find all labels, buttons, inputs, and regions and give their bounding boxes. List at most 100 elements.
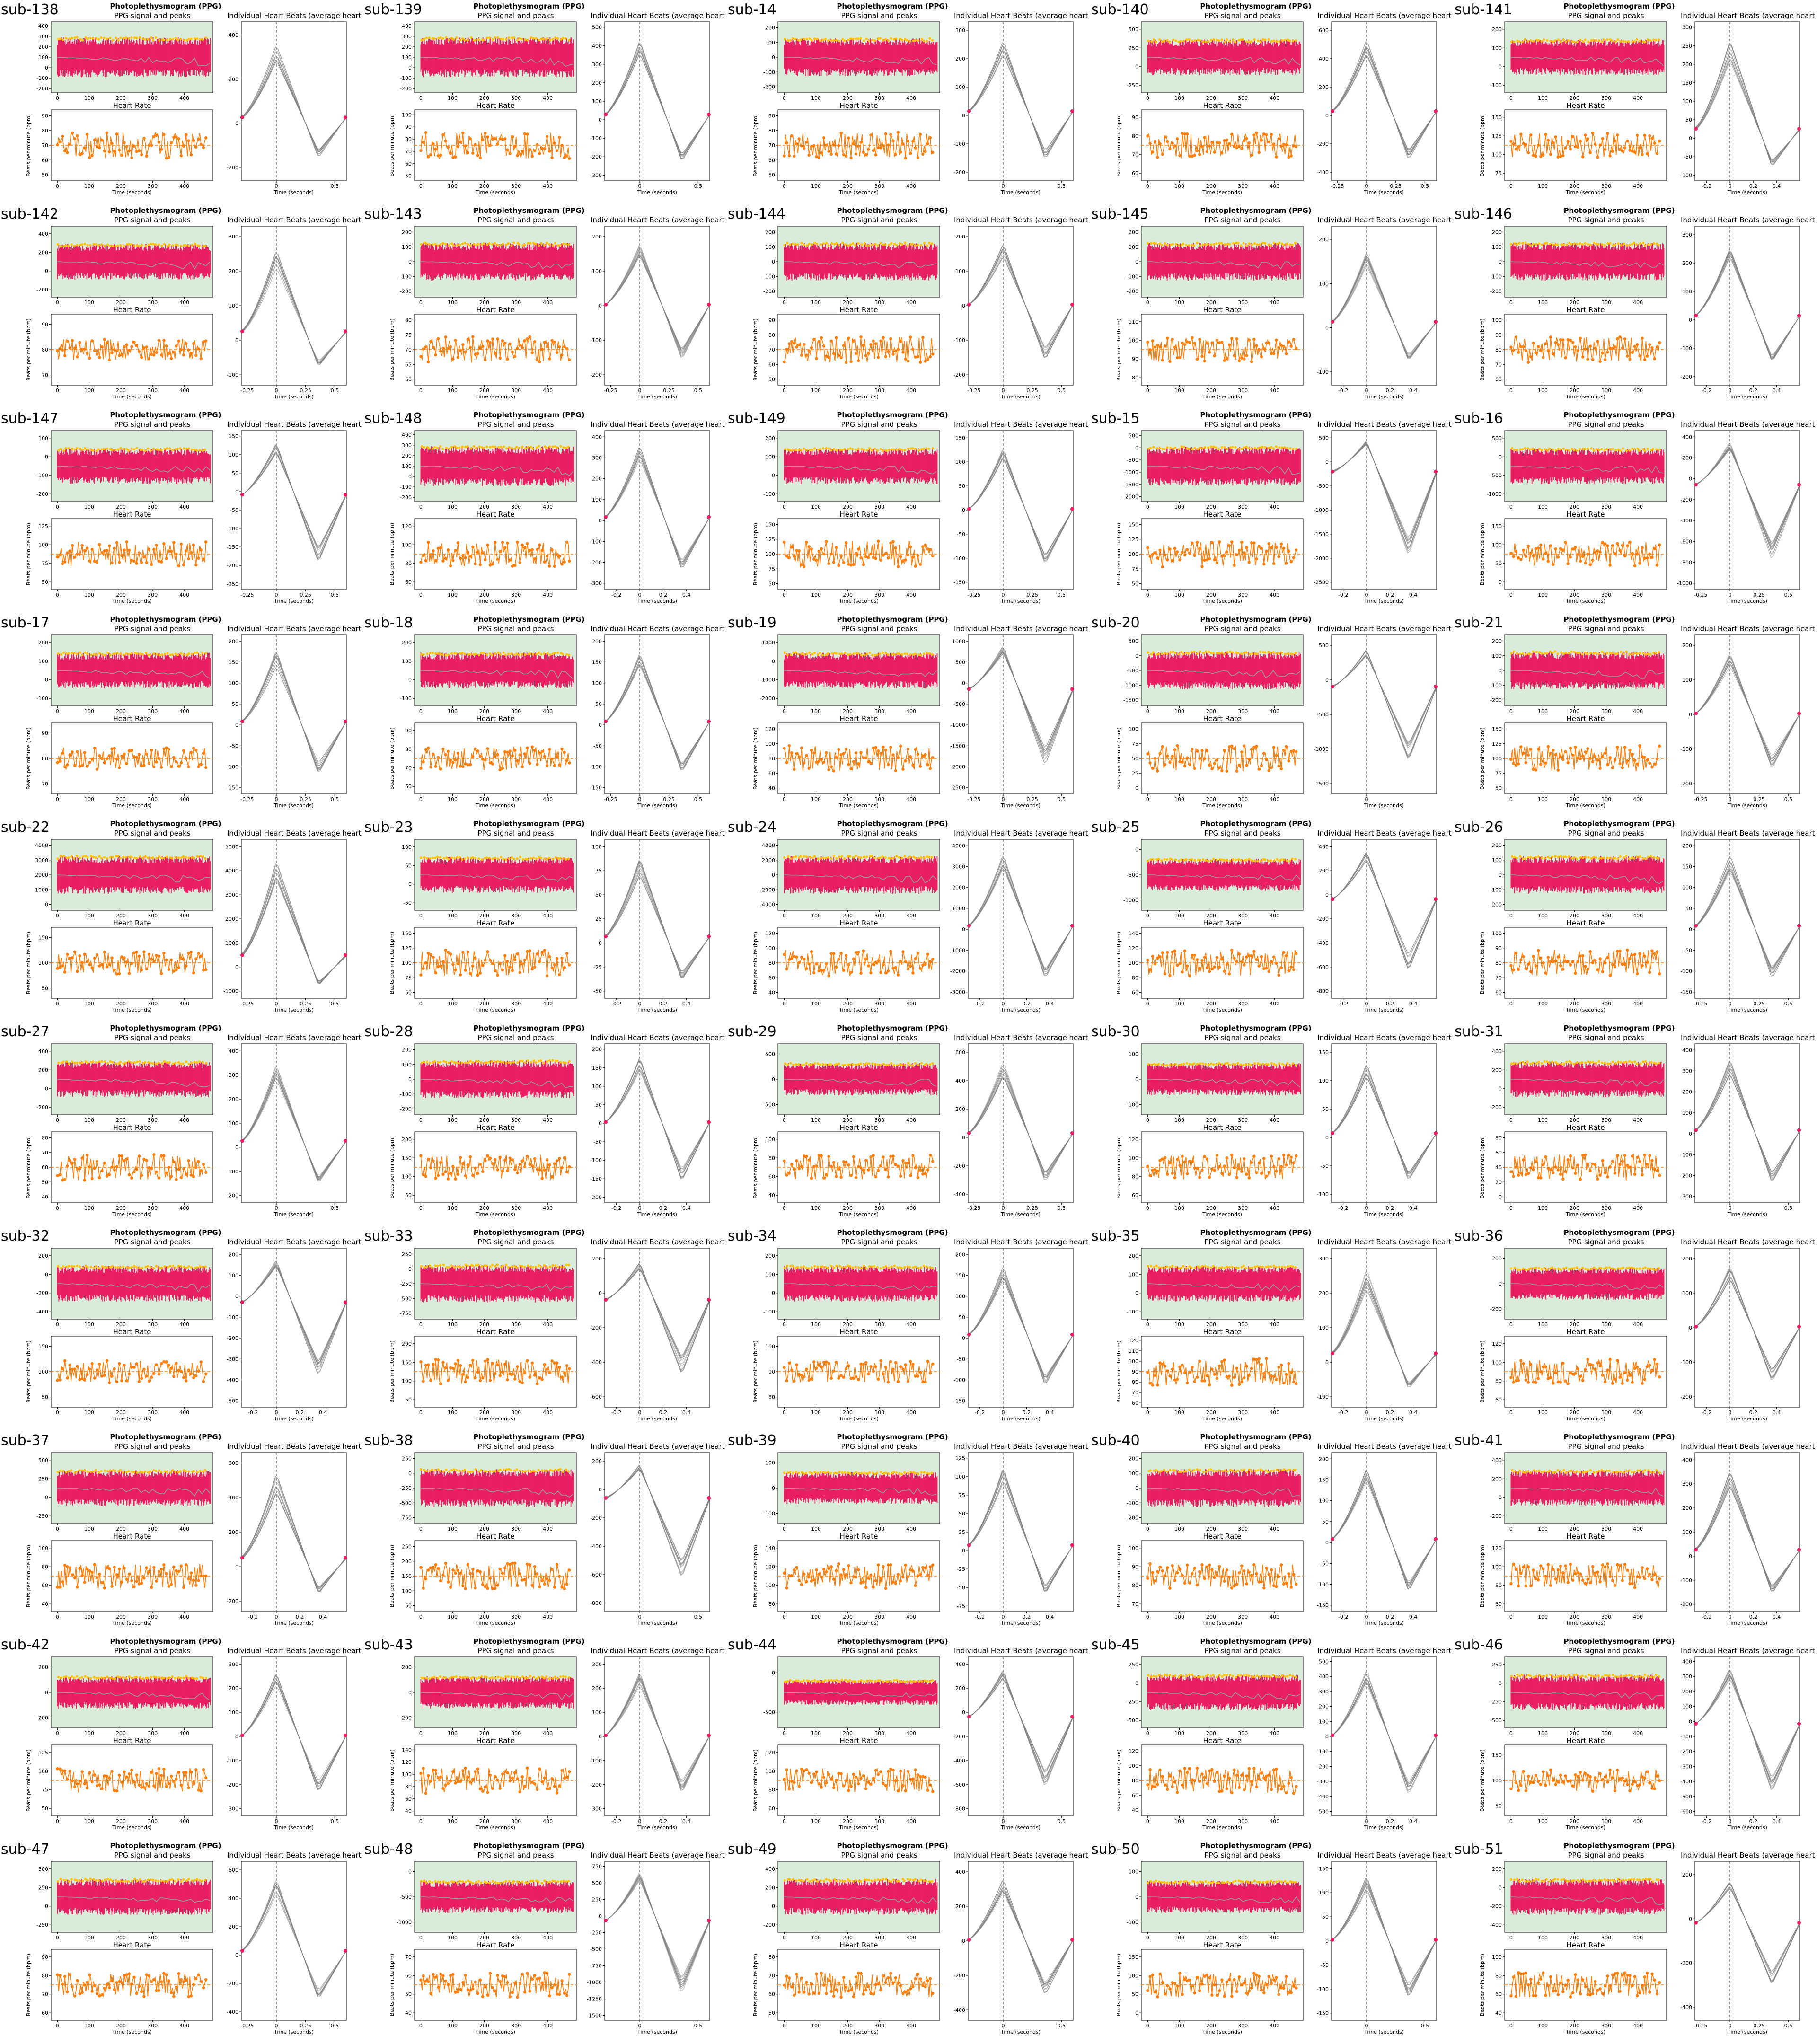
beat-offset-marker — [1070, 302, 1074, 307]
peak-point — [1182, 242, 1185, 245]
beat-trace — [241, 57, 347, 151]
y-tick-label: -100 — [400, 484, 412, 490]
hr-point — [108, 150, 111, 154]
hr-point — [812, 338, 816, 341]
hr-point — [1561, 338, 1565, 342]
peak-point — [127, 37, 130, 40]
hr-point — [894, 153, 897, 156]
hr-point — [508, 152, 512, 155]
raw-signal-line — [784, 261, 937, 268]
beat-trace — [968, 248, 1074, 355]
hr-point — [1233, 354, 1236, 357]
x-tick-label: 100 — [811, 183, 821, 189]
peak-point — [452, 244, 455, 247]
hr-y-axis-label: Beats per minute (bpm) — [389, 318, 395, 381]
hr-point — [832, 143, 836, 147]
x-axis-label: Time (seconds) — [637, 189, 677, 195]
hr-point — [1257, 151, 1261, 154]
hr-point — [1287, 156, 1290, 159]
hr-point — [553, 340, 556, 344]
x-tick-label: 400 — [1633, 183, 1643, 189]
peak-point — [472, 243, 476, 246]
y-tick-label: 300 — [229, 234, 238, 240]
hr-point — [533, 340, 537, 344]
x-axis-label: Time (seconds) — [1202, 189, 1242, 195]
peak-point — [95, 243, 97, 246]
x-tick-label: 100 — [1174, 183, 1184, 189]
x-tick-label: 300 — [148, 592, 158, 598]
hr-point — [1571, 135, 1575, 138]
hr-point — [859, 335, 863, 339]
hr-point — [1542, 153, 1545, 157]
peak-point — [879, 242, 882, 245]
peak-point — [433, 37, 436, 40]
peak-point — [1589, 243, 1592, 247]
beat-trace — [241, 62, 347, 150]
hr-point — [1532, 341, 1535, 345]
subject-label: sub-143 — [364, 206, 422, 222]
hr-point — [71, 544, 74, 547]
hr-point — [93, 560, 97, 563]
hr-point — [1225, 357, 1228, 360]
peak-point — [799, 38, 802, 41]
peak-point — [202, 245, 205, 247]
hr-point — [1265, 133, 1268, 136]
hr-point — [1626, 354, 1629, 358]
x-tick-label: 0 — [1729, 388, 1732, 394]
y-tick-label: 200 — [1682, 62, 1692, 68]
y-tick-label: 0 — [599, 117, 602, 123]
peak-point — [84, 447, 87, 450]
peak-point — [199, 38, 202, 41]
hr-point — [901, 142, 905, 145]
peak-point — [1614, 244, 1617, 247]
peaks-series — [57, 36, 207, 42]
peak-point — [821, 38, 824, 41]
y-tick-label: 300 — [402, 34, 412, 40]
hr-point — [1546, 349, 1550, 352]
raw-signal-line — [1511, 57, 1664, 66]
ppg-title: Photoplethysmogram (PPG) — [1563, 206, 1675, 215]
x-tick-label: 0.2 — [1386, 388, 1394, 394]
peak-point — [1150, 40, 1153, 43]
peak-point — [825, 242, 828, 245]
y-tick-label: -150 — [227, 544, 238, 550]
hr-point — [1272, 142, 1276, 146]
peak-point — [1593, 241, 1596, 245]
peak-point — [428, 36, 431, 39]
peak-point — [461, 242, 464, 245]
hr-point — [1611, 150, 1614, 153]
hr-point — [1613, 139, 1617, 142]
beats-panel-frame — [241, 430, 347, 590]
ppg-signal-series — [784, 243, 938, 281]
peak-point — [1518, 242, 1521, 245]
x-tick-label: 400 — [906, 300, 916, 306]
hr-point — [66, 339, 69, 343]
hr-point — [1250, 360, 1253, 363]
hr-point — [95, 561, 99, 564]
hr-point — [1279, 344, 1283, 347]
raw-signal-series — [784, 57, 937, 65]
peak-point — [496, 36, 499, 39]
hr-point — [787, 154, 791, 158]
hr-point — [175, 344, 178, 348]
peak-point — [67, 244, 70, 247]
hr-point — [1183, 343, 1187, 346]
hr-point — [1591, 358, 1595, 361]
y-tick-label: 500 — [592, 25, 602, 31]
hr-point — [165, 157, 168, 160]
y-tick-label: 80 — [405, 136, 412, 142]
beat-trace — [241, 252, 347, 365]
hr-point — [446, 145, 450, 149]
peak-point — [198, 449, 201, 452]
panel-sub-144: sub-144 Photoplethysmogram (PPG) PPG signa… — [727, 204, 1090, 409]
panel-sub-148: sub-148 Photoplethysmogram (PPG) PPG signa… — [363, 409, 727, 613]
hr-point — [1230, 337, 1234, 340]
hr-point — [177, 564, 180, 568]
hr-point — [61, 348, 64, 352]
hr-point — [1529, 133, 1533, 137]
peak-point — [500, 37, 503, 40]
hr-point — [115, 541, 119, 544]
peak-point — [835, 39, 838, 42]
